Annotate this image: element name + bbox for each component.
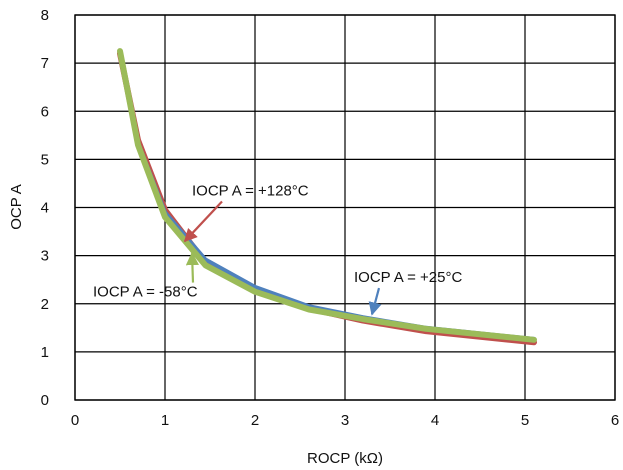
x-tick-label: 3 (341, 412, 349, 429)
y-tick-label: 5 (41, 151, 49, 168)
annotation-arrow (183, 200, 223, 243)
annotation-label: IOCP A = +128°C (192, 182, 309, 199)
x-tick-label: 4 (431, 412, 439, 429)
plot-frame (74, 14, 616, 401)
y-tick-label: 7 (41, 55, 49, 72)
y-tick-label: 4 (41, 200, 49, 217)
y-tick-label: 0 (41, 392, 49, 409)
annotation-arrow (185, 251, 200, 283)
annotation-layer: IOCP A = +128°C IOCP A = +25°C IOCP A = -5… (93, 182, 462, 316)
x-tick-label: 6 (611, 412, 619, 429)
x-tick-label: 1 (161, 412, 169, 429)
y-axis-title: OCP A (8, 184, 25, 230)
y-tick-label: 8 (41, 7, 49, 24)
x-tick-label: 0 (71, 412, 79, 429)
series-line (117, 48, 537, 343)
tick-layer: 0 1 2 3 4 5 6 0 1 2 3 4 5 6 7 8 (41, 7, 620, 429)
annotation-label: IOCP A = +25°C (354, 269, 462, 286)
y-tick-label: 3 (41, 248, 49, 265)
series-layer (117, 48, 537, 346)
y-tick-label: 2 (41, 296, 49, 313)
annotation-label: IOCP A = -58°C (93, 284, 198, 301)
annotation-arrow (368, 287, 382, 316)
x-tick-label: 5 (521, 412, 529, 429)
y-tick-label: 1 (41, 344, 49, 361)
x-axis-title: ROCP (kΩ) (307, 450, 383, 467)
y-tick-label: 6 (41, 103, 49, 120)
x-tick-label: 2 (251, 412, 259, 429)
